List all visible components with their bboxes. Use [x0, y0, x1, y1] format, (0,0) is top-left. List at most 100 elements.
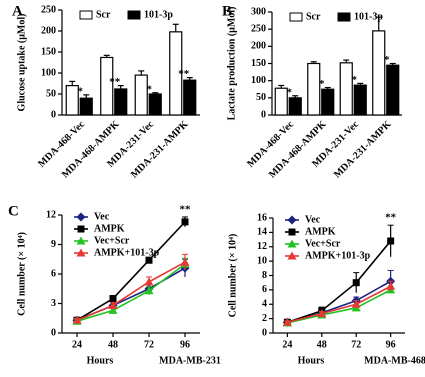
series-line [287, 289, 392, 324]
point [108, 305, 118, 314]
significance: * [352, 74, 358, 86]
point [387, 237, 395, 245]
series-line [76, 261, 186, 321]
y-tick-label: 9 [51, 239, 56, 250]
x-tick-label: 96 [180, 339, 190, 350]
y-tick-label: 150 [41, 46, 56, 57]
y-tick-label: 50 [256, 92, 266, 103]
y-tick-label: 0 [261, 109, 266, 120]
bar [353, 84, 367, 116]
y-tick-label: 250 [41, 4, 56, 15]
y-tick-label: 10 [257, 255, 267, 266]
y-tick-label: 300 [251, 6, 266, 17]
significance: * [384, 54, 390, 66]
subtitle: MDA-MB-231 [159, 355, 221, 366]
x-tick-label: 96 [386, 339, 396, 350]
bar [65, 84, 79, 116]
bar [100, 56, 114, 116]
legend-marker [77, 225, 85, 233]
legend-label: AMPK+101-3p [305, 250, 371, 261]
y-tick-label: 50 [46, 88, 56, 99]
point [386, 281, 396, 290]
bar [114, 88, 128, 116]
y-tick-label: 2 [262, 313, 267, 324]
point [181, 218, 189, 226]
significance: ** [109, 76, 121, 88]
point [109, 295, 117, 303]
legend-label: Vec [305, 214, 321, 225]
point [180, 257, 190, 266]
y-tick-label: 200 [41, 25, 56, 36]
point [282, 317, 292, 326]
y-tick-label: 250 [251, 23, 266, 34]
y-tick-label: 0 [51, 327, 56, 338]
significance: * [287, 86, 293, 98]
point [144, 286, 154, 295]
y-tick-label: 4 [262, 299, 267, 310]
y-tick-label: 12 [46, 209, 56, 220]
legend-marker [76, 212, 86, 222]
bar [288, 97, 302, 116]
y-tick-label: 14 [257, 227, 267, 238]
point [144, 277, 154, 286]
x-tick-label: 72 [351, 339, 361, 350]
y-tick-label: 6 [262, 284, 267, 295]
legend-label: AMPK [94, 223, 125, 234]
legend-label: Vec+Scr [305, 238, 341, 249]
point [317, 309, 327, 318]
legend-swatch [337, 12, 351, 22]
y-tick-label: 150 [251, 58, 266, 69]
bar [307, 62, 321, 116]
y-axis-label: Lactate production (μMol) [226, 7, 237, 121]
significance: * [78, 85, 84, 97]
legend-marker [287, 215, 297, 225]
legend-swatch [79, 10, 93, 20]
legend-label: Vec [94, 211, 110, 222]
legend-label: Scr [306, 11, 321, 22]
bar [169, 31, 183, 116]
x-tick-label: 72 [144, 339, 154, 350]
series-line [76, 221, 186, 321]
point [108, 300, 118, 309]
legend-label: 101-3p [144, 9, 173, 20]
y-tick-label: 6 [51, 268, 56, 279]
legend-marker [288, 228, 296, 236]
y-tick-label: 100 [251, 75, 266, 86]
legend-marker [287, 239, 297, 248]
y-tick-label: 8 [262, 270, 267, 281]
legend-label: 101-3p [354, 11, 383, 22]
legend-marker [76, 236, 86, 245]
bar [339, 62, 353, 116]
legend-label: AMPK [305, 226, 336, 237]
y-tick-label: 12 [257, 241, 267, 252]
significance: * [319, 78, 325, 90]
bar [321, 88, 335, 116]
panel-letter: B [222, 3, 232, 19]
significance: ** [385, 212, 397, 224]
legend-label: Vec+Scr [94, 235, 130, 246]
subtitle: MDA-MB-468 [364, 355, 425, 366]
panel-letter: C [8, 203, 19, 219]
significance: * [147, 83, 153, 95]
legend-swatch [289, 12, 303, 22]
bar [134, 74, 148, 116]
significance: ** [180, 203, 192, 215]
series-line [287, 285, 392, 323]
y-axis-label: Cell number (× 10⁴) [227, 234, 238, 318]
significance: ** [178, 68, 190, 80]
y-axis-label: Cell number (× 10⁴) [16, 232, 27, 316]
series-line [76, 263, 186, 322]
x-tick-label: 24 [72, 339, 82, 350]
bar [274, 87, 288, 116]
point [72, 315, 82, 324]
legend-marker [287, 251, 297, 260]
x-axis-label: Hours [298, 355, 325, 366]
y-tick-label: 200 [251, 41, 266, 52]
legend-label: Scr [96, 9, 111, 20]
y-tick-label: 3 [51, 298, 56, 309]
series-line [287, 240, 392, 323]
x-tick-label: 24 [282, 339, 292, 350]
y-tick-label: 0 [262, 327, 267, 338]
series-line [287, 280, 392, 323]
